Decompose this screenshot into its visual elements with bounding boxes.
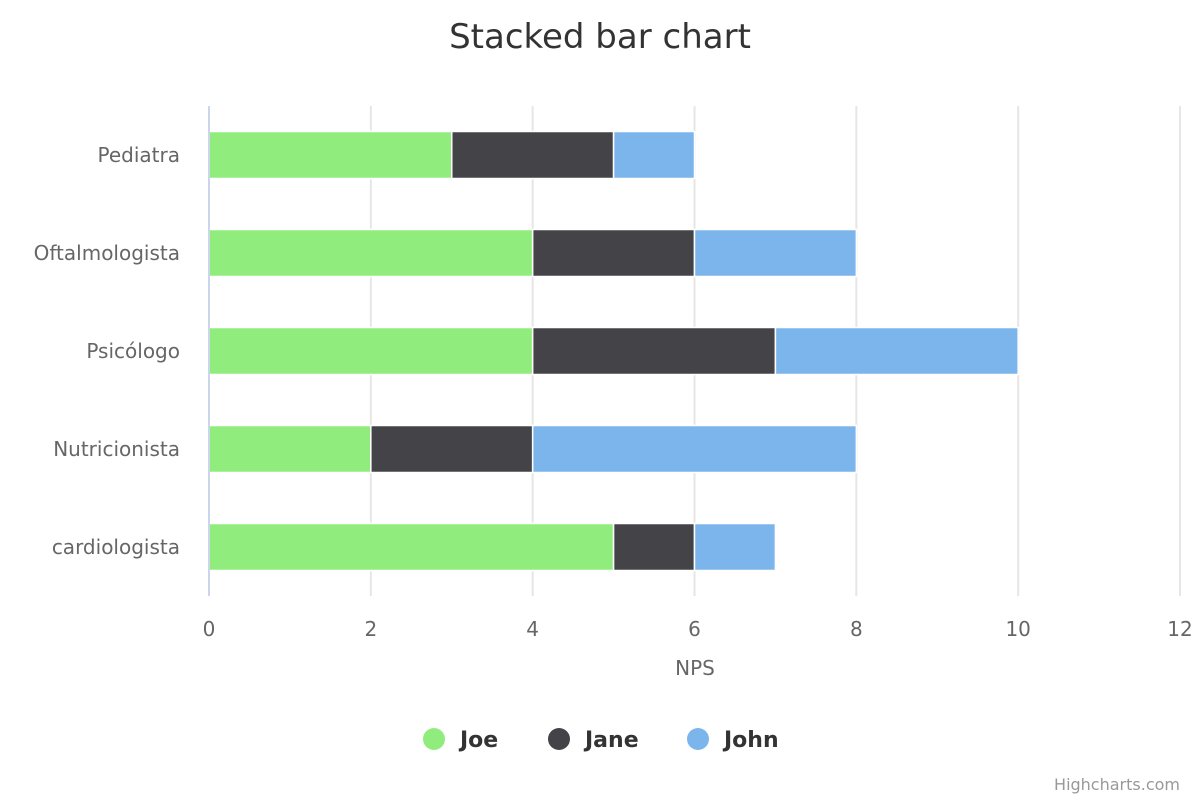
bar-john[interactable] — [612, 130, 696, 180]
value-axis-tick-labels: 0 2 4 6 8 10 12 — [203, 617, 1193, 641]
bar-joe[interactable] — [208, 326, 534, 376]
legend-marker — [548, 728, 570, 750]
tick-label: 8 — [850, 617, 863, 641]
bar-joe[interactable] — [208, 522, 615, 572]
category-label: Oftalmologista — [34, 241, 180, 265]
category-labels: Pediatra Oftalmologista Psicólogo Nutricion… — [34, 143, 180, 559]
category-label: Psicólogo — [86, 339, 180, 363]
legend-marker — [687, 728, 709, 750]
value-axis-title: NPS — [675, 656, 715, 680]
bar-john[interactable] — [693, 522, 777, 572]
bar-joe[interactable] — [208, 130, 453, 180]
credits-link[interactable]: Highcharts.com — [1054, 775, 1180, 794]
bar-jane[interactable] — [451, 130, 615, 180]
bar-jane[interactable] — [531, 228, 696, 278]
tick-label: 4 — [526, 617, 539, 641]
legend-label: Jane — [583, 728, 639, 753]
bar-jane[interactable] — [370, 424, 534, 474]
legend-item-jane[interactable]: Jane — [548, 728, 639, 753]
legend: Joe Jane John — [423, 728, 779, 753]
bar-john[interactable] — [531, 424, 858, 474]
legend-label: John — [722, 728, 779, 753]
category-label: cardiologista — [52, 535, 180, 559]
legend-label: Joe — [458, 728, 498, 753]
bar-series — [208, 130, 1019, 572]
category-label: Nutricionista — [53, 437, 180, 461]
tick-label: 6 — [688, 617, 701, 641]
bar-joe[interactable] — [208, 228, 534, 278]
bar-jane[interactable] — [612, 522, 696, 572]
bar-john[interactable] — [774, 326, 1019, 376]
tick-label: 2 — [364, 617, 377, 641]
legend-item-john[interactable]: John — [687, 728, 779, 753]
tick-label: 12 — [1167, 617, 1192, 641]
bar-joe[interactable] — [208, 424, 372, 474]
tick-label: 0 — [203, 617, 216, 641]
chart-title: Stacked bar chart — [449, 17, 751, 57]
bar-jane[interactable] — [531, 326, 777, 376]
bar-john[interactable] — [693, 228, 858, 278]
legend-item-joe[interactable]: Joe — [423, 728, 498, 753]
category-label: Pediatra — [98, 143, 180, 167]
legend-marker — [423, 728, 445, 750]
tick-label: 10 — [1005, 617, 1030, 641]
